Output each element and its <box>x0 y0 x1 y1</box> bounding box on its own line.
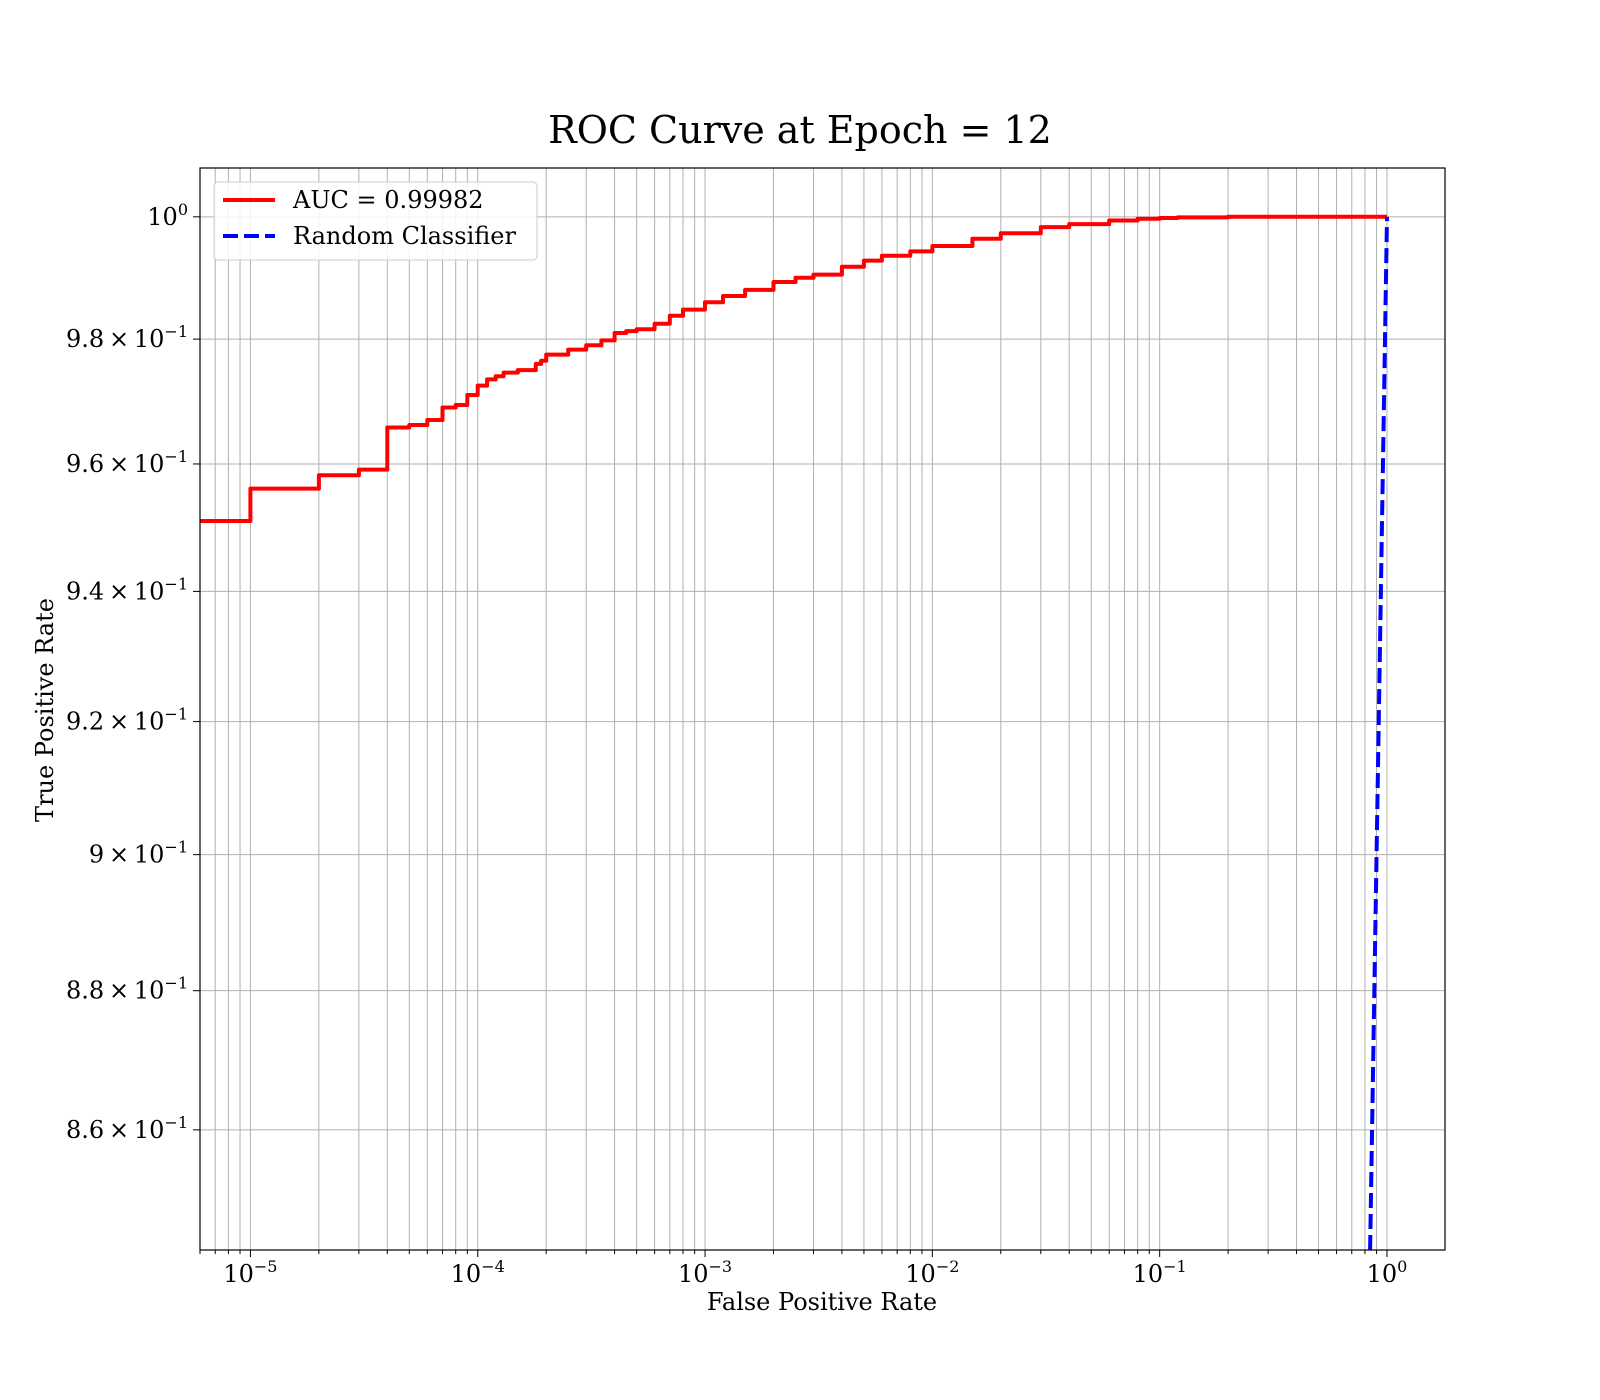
series-line-random-classifier <box>1368 216 1389 1250</box>
plot-area-frame <box>199 167 1446 1251</box>
y-tick-label: 100​ <box>147 200 188 231</box>
grid-lines <box>199 168 1445 1250</box>
y-tick-label: 9.8 × 10−1​ <box>66 322 188 353</box>
legend-label-auc: AUC = 0.99982 <box>292 186 484 214</box>
y-tick-label: 9.6 × 10−1​ <box>66 447 188 478</box>
legend-label-random: Random Classifier <box>293 222 516 250</box>
x-tick-label: 10−5 <box>223 1257 277 1288</box>
x-axis-label: False Positive Rate <box>707 1288 937 1316</box>
y-tick-label: 9.4 × 10−1​ <box>66 574 188 605</box>
y-tick-label: 8.8 × 10−1​ <box>66 974 188 1005</box>
x-tick-label: 10−1 <box>1133 1257 1187 1288</box>
x-axis-ticks: 10−5 10−4 10−3 10−2 10−1 100 <box>199 1250 1408 1288</box>
x-tick-label: 100 <box>1367 1257 1408 1288</box>
chart-title: ROC Curve at Epoch = 12 <box>548 108 1052 152</box>
x-tick-label: 10−4 <box>451 1257 505 1288</box>
x-tick-label: 10−2 <box>905 1257 959 1288</box>
series-line-auc <box>200 214 1387 523</box>
y-tick-label: 9.2 × 10−1​ <box>66 705 188 736</box>
x-tick-label: 10−3 <box>678 1257 732 1288</box>
y-tick-label: 8.6 × 10−1​ <box>66 1113 188 1144</box>
legend: AUC = 0.99982 Random Classifier <box>213 181 538 261</box>
series-layer <box>200 214 1389 1250</box>
y-tick-label: 9 × 10−1​ <box>89 838 188 869</box>
y-axis-ticks: 8.6 × 10−1​ 8.8 × 10−1​ 9 × 10−1​ 9.2 × 10−… <box>66 200 200 1144</box>
legend-box <box>213 181 538 261</box>
y-axis-label: True Positive Rate <box>31 598 59 822</box>
